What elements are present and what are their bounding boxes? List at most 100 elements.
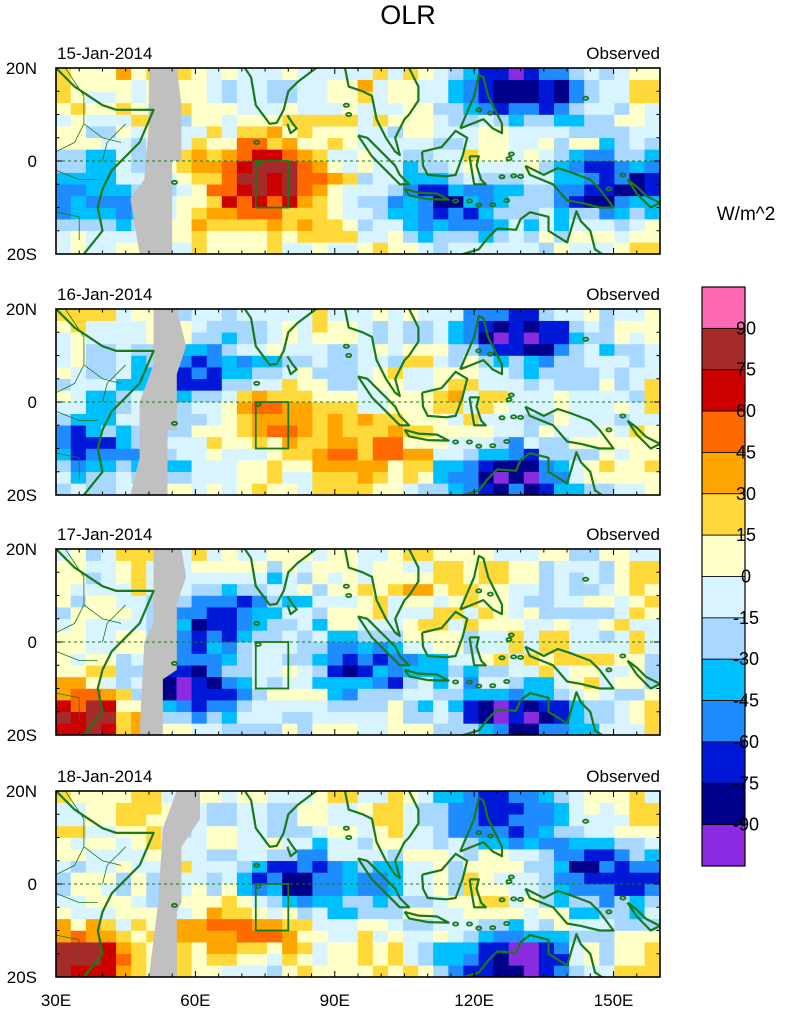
- heatmap-cell: [629, 230, 646, 243]
- heatmap-cell: [267, 331, 283, 345]
- heatmap-cell: [131, 595, 147, 608]
- heatmap-cell: [312, 595, 329, 608]
- heatmap-cell: [644, 571, 660, 585]
- heatmap-cell: [342, 825, 359, 838]
- heatmap-cell: [599, 595, 615, 608]
- heatmap-cell: [538, 125, 555, 139]
- heatmap-cell: [236, 930, 253, 943]
- heatmap-cell: [508, 965, 525, 977]
- heatmap-cell: [56, 723, 72, 735]
- heatmap-cell: [584, 664, 600, 678]
- heatmap-cell: [523, 309, 540, 321]
- country-border: [56, 452, 80, 482]
- heatmap-cell: [523, 571, 540, 585]
- heatmap-cell: [569, 560, 585, 573]
- heatmap-cell: [403, 413, 419, 426]
- heatmap-cell: [599, 207, 615, 220]
- heatmap-cell: [629, 320, 646, 333]
- heatmap-cell: [312, 242, 329, 254]
- heatmap-cell: [56, 183, 72, 197]
- heatmap-cell: [418, 825, 434, 838]
- heatmap-cell: [554, 195, 570, 208]
- heatmap-cell: [236, 653, 253, 666]
- heatmap-cell: [70, 195, 87, 208]
- heatmap-cell: [629, 560, 646, 573]
- heatmap-cell: [327, 549, 344, 561]
- heatmap-cell: [85, 401, 102, 414]
- heatmap-cell: [493, 664, 510, 678]
- heatmap-cell: [403, 378, 419, 391]
- heatmap-cell: [101, 549, 117, 561]
- heatmap-cell: [70, 595, 87, 608]
- heatmap-cell: [191, 930, 208, 943]
- heatmap-cell: [56, 941, 72, 955]
- heatmap-cell: [221, 802, 238, 815]
- heatmap-cell: [236, 459, 253, 473]
- heatmap-cell: [85, 813, 102, 827]
- colorbar-level-label: 60: [736, 401, 756, 421]
- heatmap-cell: [252, 366, 268, 380]
- heatmap-cell: [554, 125, 570, 139]
- heatmap-cell: [236, 483, 253, 495]
- heatmap-cell: [478, 848, 495, 862]
- heatmap-cell: [116, 483, 132, 495]
- heatmap-cell: [569, 571, 585, 585]
- heatmap-cell: [418, 895, 434, 908]
- heatmap-cell: [403, 653, 419, 666]
- heatmap-cell: [523, 149, 540, 162]
- x-tick-label: 120E: [454, 991, 494, 1010]
- heatmap-cell: [206, 860, 223, 873]
- heatmap-cell: [554, 102, 570, 115]
- heatmap-cell: [387, 195, 404, 208]
- heatmap-cell: [387, 483, 404, 495]
- heatmap-cell: [433, 595, 449, 608]
- country-border: [102, 846, 126, 885]
- heatmap-cell: [312, 641, 329, 654]
- heatmap-cell: [418, 230, 434, 243]
- heatmap-cell: [372, 195, 389, 208]
- heatmap-cell: [463, 448, 480, 461]
- y-tick-label: 20N: [6, 300, 37, 319]
- heatmap-cell: [372, 941, 389, 955]
- heatmap-cell: [267, 918, 283, 931]
- heatmap-cell: [146, 802, 162, 815]
- heatmap-cell: [418, 860, 434, 873]
- coastline: [524, 645, 615, 690]
- heatmap-cell: [387, 723, 404, 735]
- heatmap-cell: [221, 965, 238, 977]
- coastline: [468, 878, 487, 909]
- heatmap-cell: [372, 723, 389, 735]
- heatmap-cell: [523, 825, 540, 838]
- heatmap-cell: [614, 436, 631, 449]
- heatmap-cell: [584, 825, 600, 838]
- heatmap-cell: [116, 802, 132, 815]
- heatmap-cell: [554, 571, 570, 585]
- heatmap-cell: [584, 401, 600, 414]
- heatmap-cell: [614, 583, 631, 596]
- heatmap-cell: [372, 149, 389, 162]
- heatmap-cell: [297, 137, 313, 150]
- heatmap-cell: [297, 102, 313, 115]
- heatmap-cell: [403, 309, 419, 321]
- heatmap-cell: [448, 483, 464, 495]
- heatmap-cell: [493, 68, 510, 80]
- heatmap-cell: [70, 549, 87, 561]
- heatmap-cell: [85, 471, 102, 484]
- heatmap-cell: [297, 630, 313, 643]
- heatmap-cell: [221, 953, 238, 966]
- heatmap-cell: [176, 953, 193, 966]
- heatmap-cell: [312, 699, 329, 713]
- heatmap-cell: [282, 160, 298, 173]
- heatmap-cell: [614, 571, 631, 585]
- island: [582, 336, 590, 342]
- heatmap-cell: [312, 965, 329, 977]
- heatmap-cell: [206, 802, 223, 815]
- heatmap-cell: [101, 930, 117, 943]
- country-border: [56, 410, 98, 422]
- heatmap-cell: [70, 413, 87, 426]
- heatmap-cell: [357, 343, 374, 356]
- colorbar-swatch: [701, 286, 746, 329]
- heatmap-cell: [56, 595, 72, 608]
- heatmap-cell: [221, 630, 238, 643]
- heatmap-cell: [523, 424, 540, 438]
